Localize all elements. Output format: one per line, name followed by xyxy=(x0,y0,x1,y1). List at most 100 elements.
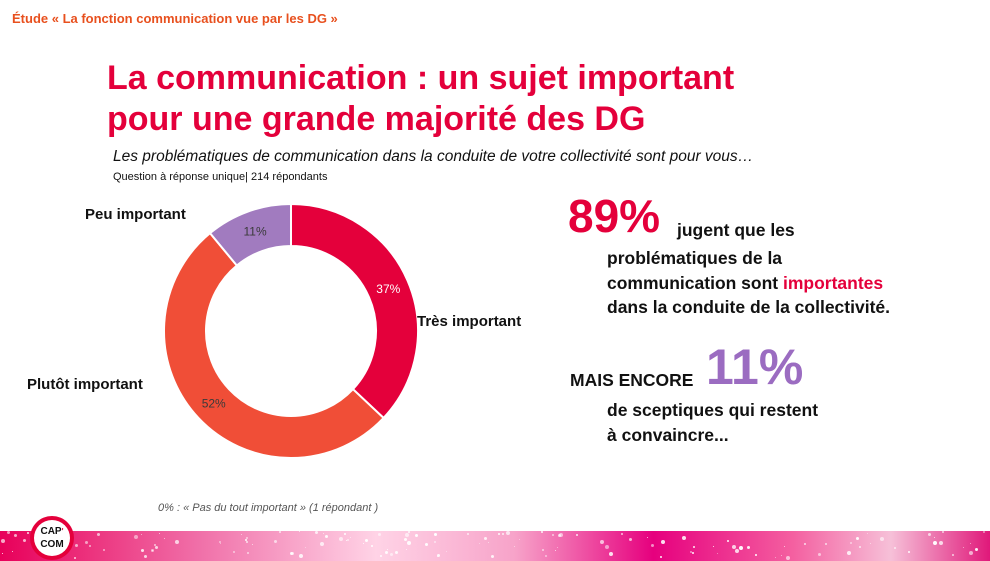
band-dot xyxy=(825,543,827,545)
band-dot xyxy=(274,540,277,543)
band-dot xyxy=(847,551,851,555)
band-dot xyxy=(241,534,242,535)
stat-line-3-text: communication sont xyxy=(607,273,783,293)
band-dot xyxy=(928,533,931,536)
band-dot xyxy=(425,543,428,546)
band-dot xyxy=(378,533,381,536)
band-dot xyxy=(406,549,407,550)
band-dot xyxy=(491,555,494,558)
band-dot xyxy=(514,546,515,547)
band-dot xyxy=(220,543,221,544)
band-dot xyxy=(385,551,388,554)
band-dot xyxy=(252,544,253,545)
band-dot xyxy=(155,546,158,549)
question-subtitle: Les problématiques de communication dans… xyxy=(113,148,754,165)
big-percent-89: 89% xyxy=(568,190,661,242)
band-dot xyxy=(660,556,662,558)
category-label-plutot-important: Plutôt important xyxy=(27,376,143,393)
band-dot xyxy=(784,546,785,547)
band-dot xyxy=(747,546,750,549)
band-dot xyxy=(74,557,76,559)
stat-line-4: dans la conduite de la collectivité. xyxy=(607,297,890,317)
band-dot xyxy=(856,537,859,540)
logo-apostrophe: ' xyxy=(61,527,64,536)
band-dot xyxy=(245,539,247,541)
band-dot xyxy=(446,551,447,552)
slice-peu-important xyxy=(208,202,292,267)
band-dot xyxy=(325,535,328,538)
band-dot xyxy=(415,534,418,537)
band-dot xyxy=(557,547,558,548)
band-dot xyxy=(692,552,694,554)
stat-line-3: communication sont importantes xyxy=(607,273,883,294)
band-dot xyxy=(963,547,964,548)
decorative-band xyxy=(0,531,990,561)
capcom-logo: CAP' COM xyxy=(30,516,74,560)
band-dot xyxy=(713,546,714,547)
band-dot xyxy=(647,537,648,538)
band-dot xyxy=(347,539,349,541)
band-dot xyxy=(12,551,13,552)
band-dot xyxy=(315,531,318,534)
band-dot xyxy=(14,534,17,537)
band-dot xyxy=(299,554,303,558)
band-dot xyxy=(405,533,409,537)
band-dot xyxy=(775,557,776,558)
band-dot xyxy=(154,544,156,546)
band-dot xyxy=(404,538,407,541)
band-dot xyxy=(320,542,324,546)
slice-plutot-important xyxy=(163,231,385,459)
band-dot xyxy=(144,555,147,558)
value-label-52: 52% xyxy=(202,397,226,411)
stat-line-2: problématiques de la xyxy=(607,248,783,268)
band-dot xyxy=(939,541,943,545)
band-dot xyxy=(488,542,489,543)
capcom-logo-text: CAP' COM xyxy=(34,520,70,556)
band-dot xyxy=(755,554,757,556)
band-dot xyxy=(502,533,504,535)
band-dot xyxy=(661,540,665,544)
band-dot xyxy=(970,543,971,544)
band-dot xyxy=(542,549,544,551)
band-dot xyxy=(600,540,604,544)
band-dot xyxy=(983,531,985,533)
band-dot xyxy=(552,534,554,536)
logo-bottom-text: COM xyxy=(40,539,64,550)
band-dot xyxy=(975,548,978,551)
slice-tres-important xyxy=(290,202,419,420)
band-dot xyxy=(506,531,510,535)
band-dot xyxy=(97,533,100,536)
page-title: La communication : un sujet important po… xyxy=(107,58,867,140)
band-dot xyxy=(952,554,954,556)
band-dot xyxy=(408,531,410,533)
band-dot xyxy=(350,537,351,538)
band-dot xyxy=(818,553,821,556)
band-dot xyxy=(880,537,884,541)
sceptic-line-1: de sceptiques qui restent xyxy=(607,400,819,420)
band-dot xyxy=(164,538,165,539)
band-dot xyxy=(279,531,281,533)
band-dot xyxy=(732,545,736,549)
band-dot xyxy=(850,542,852,544)
band-dot xyxy=(786,556,790,560)
band-dot xyxy=(576,534,578,536)
band-dot xyxy=(859,546,861,548)
band-dot xyxy=(85,541,88,544)
band-dot xyxy=(434,533,437,536)
band-dot xyxy=(390,553,393,556)
band-dot xyxy=(1,539,5,543)
band-dot xyxy=(89,545,91,547)
band-dot xyxy=(739,546,743,550)
band-dot xyxy=(380,555,382,557)
band-dot xyxy=(23,539,26,542)
band-dot xyxy=(290,552,293,555)
band-dot xyxy=(651,544,654,547)
band-dot xyxy=(219,541,221,543)
band-dot xyxy=(693,546,695,548)
band-dot xyxy=(75,544,78,547)
band-dot xyxy=(545,555,547,557)
band-dot xyxy=(727,540,729,542)
band-dot xyxy=(103,549,105,551)
band-dot xyxy=(175,540,179,544)
band-dot xyxy=(894,547,896,549)
